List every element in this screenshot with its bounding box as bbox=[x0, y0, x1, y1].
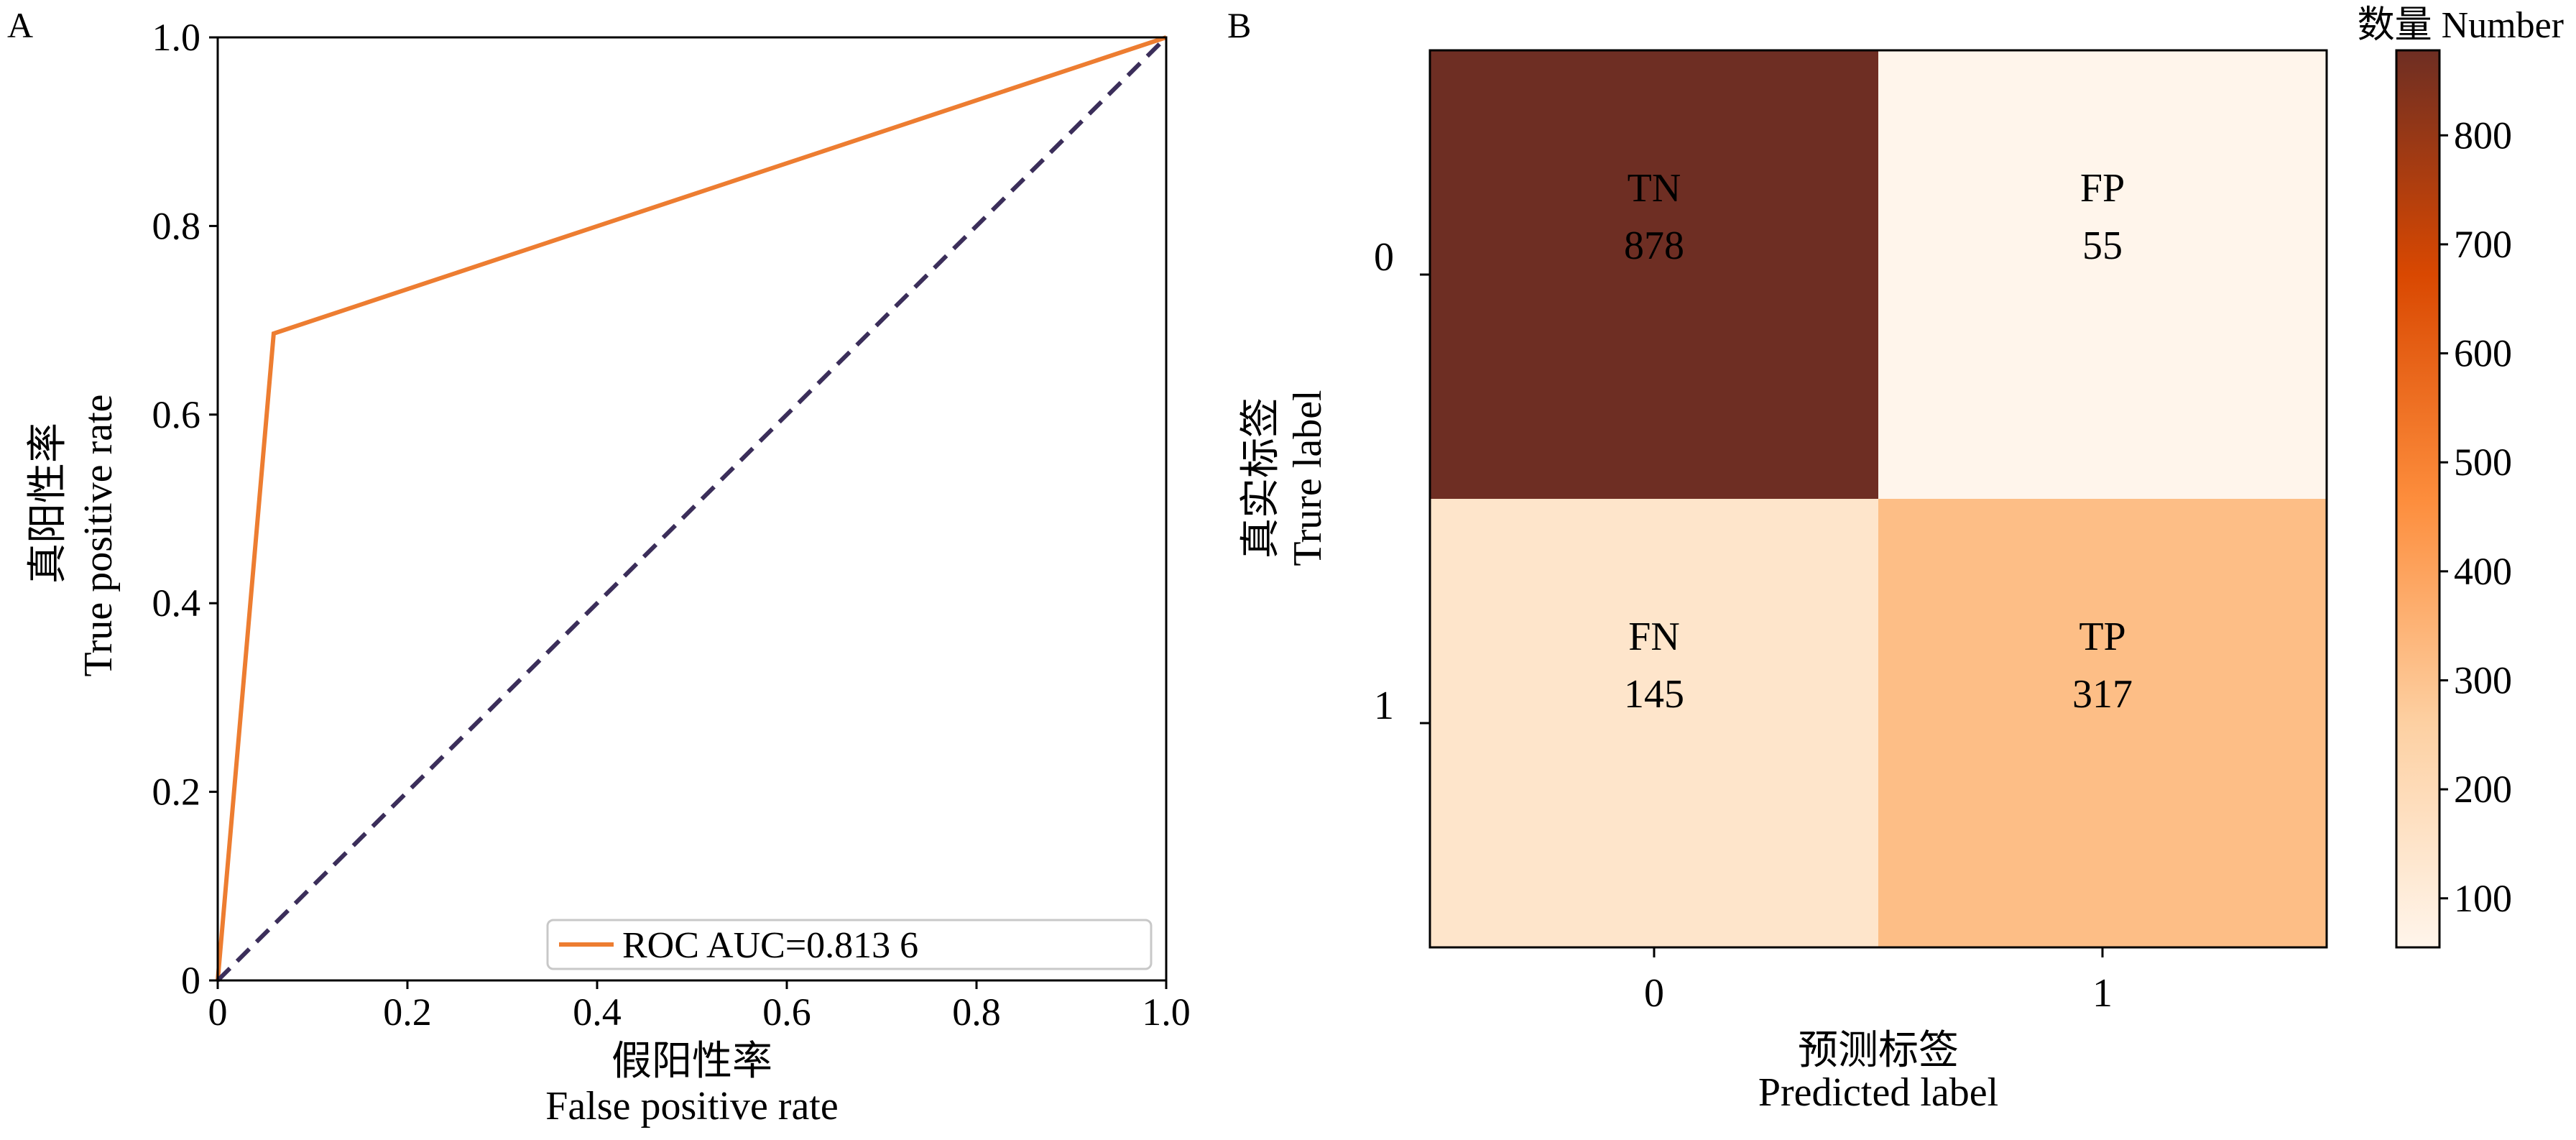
roc-y-tick-label: 1.0 bbox=[152, 16, 201, 59]
confusion-matrix-cells: TN 878 FP 55 FN 145 TP 317 bbox=[1430, 50, 2327, 947]
roc-y-ticks: 0 0.2 0.4 0.6 0.8 1.0 bbox=[152, 16, 218, 1002]
colorbar-tick-label: 100 bbox=[2454, 877, 2512, 920]
colorbar-tick-label: 400 bbox=[2454, 550, 2512, 593]
cm-cell-value: 145 bbox=[1624, 672, 1684, 717]
cm-cell-fn bbox=[1430, 499, 1878, 947]
roc-series-layer bbox=[216, 35, 1168, 983]
cm-y-tick-label: 0 bbox=[1374, 235, 1394, 280]
cm-frame bbox=[1428, 49, 2328, 949]
roc-y-tick-label: 0.4 bbox=[152, 582, 201, 625]
panel-a-label: A bbox=[7, 5, 33, 45]
cm-cell-tag: FN bbox=[1628, 615, 1680, 659]
cm-cell-tn bbox=[1430, 50, 1878, 499]
cm-y-tick-label: 1 bbox=[1374, 684, 1394, 728]
cm-ticks: 0 1 0 1 bbox=[1374, 235, 2113, 1016]
cm-x-label-zh: 预测标签 bbox=[1798, 1029, 1959, 1073]
roc-x-label-zh: 假阳性率 bbox=[611, 1039, 772, 1084]
legend-box bbox=[546, 919, 1153, 970]
roc-panel: A 0 0.2 0.4 0.6 0.8 1.0 0 0.2 0.4 0.6 0.8 1.0 假阳性率… bbox=[7, 5, 1191, 1128]
colorbar-tick-label: 500 bbox=[2454, 441, 2512, 484]
cm-x-tick-label: 0 bbox=[1644, 971, 1664, 1016]
roc-x-tick-label: 0 bbox=[208, 990, 228, 1034]
roc-y-tick-label: 0 bbox=[181, 959, 200, 1002]
colorbar-tick-label: 700 bbox=[2454, 223, 2512, 266]
roc-x-tick-label: 0.6 bbox=[762, 990, 811, 1034]
roc-chance-diagonal bbox=[216, 35, 1168, 983]
roc-legend: ROC AUC=0.813 6 bbox=[546, 919, 1153, 970]
roc-x-tick-label: 0.2 bbox=[383, 990, 432, 1034]
roc-y-tick-label: 0.8 bbox=[152, 204, 201, 247]
colorbar-ticks: 100 200 300 400 500 600 700 800 bbox=[2439, 114, 2512, 920]
colorbar-tick-label: 200 bbox=[2454, 768, 2512, 811]
colorbar-tick-label: 600 bbox=[2454, 332, 2512, 375]
colorbar-tick-label: 800 bbox=[2454, 114, 2512, 157]
cm-cell-tag: FP bbox=[2080, 166, 2125, 211]
panel-b-label: B bbox=[1227, 5, 1251, 45]
colorbar-frame bbox=[2395, 49, 2441, 949]
cm-cell-tp bbox=[1878, 499, 2327, 947]
colorbar-tick-label: 300 bbox=[2454, 658, 2512, 702]
roc-x-tick-label: 0.8 bbox=[952, 990, 1001, 1034]
confusion-matrix-panel: B TN 878 FP 55 FN 145 TP 317 0 1 0 1 预测标签 Predicte… bbox=[1227, 5, 2564, 1115]
roc-y-label-zh: 真阳性率 bbox=[26, 423, 70, 584]
colorbar-title: 数量 Number bbox=[2358, 5, 2564, 46]
cm-y-label-en: Trure label bbox=[1285, 390, 1330, 566]
cm-cell-value: 317 bbox=[2072, 672, 2133, 717]
roc-y-tick-label: 0.6 bbox=[152, 393, 201, 436]
roc-y-tick-label: 0.2 bbox=[152, 771, 201, 814]
roc-x-ticks: 0 0.2 0.4 0.6 0.8 1.0 bbox=[208, 980, 1191, 1034]
roc-plot-frame bbox=[216, 36, 1168, 982]
cm-cell-fp bbox=[1878, 50, 2327, 499]
roc-x-label-en: False positive rate bbox=[545, 1084, 838, 1128]
legend-label-roc: ROC AUC=0.813 6 bbox=[622, 925, 918, 966]
cm-x-tick-label: 1 bbox=[2092, 971, 2113, 1016]
roc-curve bbox=[216, 35, 1167, 981]
roc-x-tick-label: 0.4 bbox=[573, 990, 622, 1034]
cm-y-label-zh: 真实标签 bbox=[1239, 397, 1283, 558]
roc-y-label-en: True positive rate bbox=[76, 395, 121, 677]
cm-cell-value: 878 bbox=[1624, 224, 1684, 268]
cm-cell-tag: TN bbox=[1628, 166, 1681, 211]
roc-x-tick-label: 1.0 bbox=[1142, 990, 1191, 1034]
colorbar-gradient bbox=[2396, 50, 2439, 947]
cm-cell-tag: TP bbox=[2079, 615, 2125, 659]
cm-x-label-en: Predicted label bbox=[1758, 1070, 1998, 1115]
cm-cell-value: 55 bbox=[2082, 224, 2123, 268]
